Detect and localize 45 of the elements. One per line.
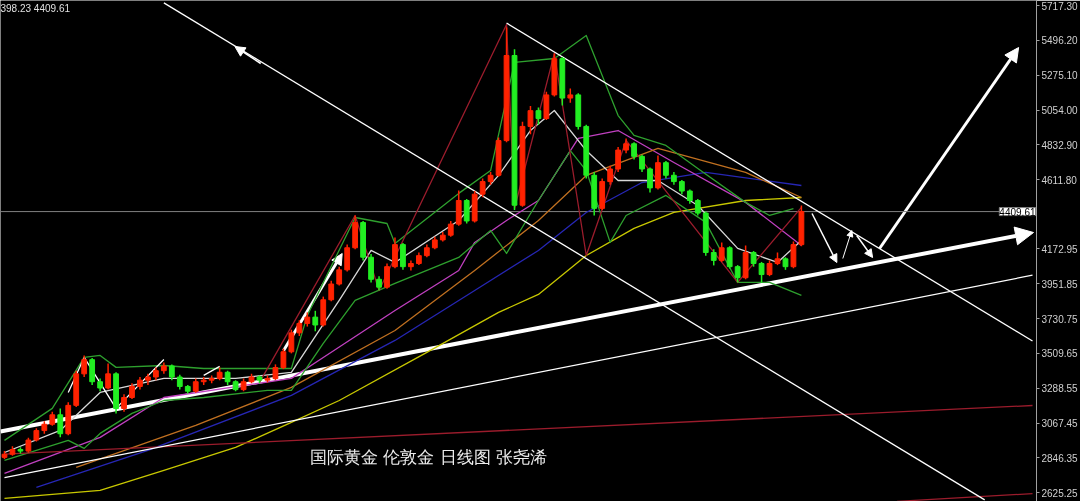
candlestick <box>790 240 797 270</box>
candlestick <box>384 262 390 290</box>
line-series <box>3 34 795 441</box>
y-tick-label: 5275.10 <box>1041 70 1079 82</box>
y-tick-label: 4832.90 <box>1041 139 1079 151</box>
candlestick <box>336 265 343 287</box>
y-tick-label: 5496.20 <box>1041 35 1079 47</box>
candlestick <box>57 407 64 439</box>
candlestick <box>758 261 765 284</box>
candlestick <box>607 165 614 186</box>
candlestick <box>718 241 725 263</box>
y-tick-label: 2846.35 <box>1041 452 1079 464</box>
y-tick-label: 3288.55 <box>1041 383 1079 395</box>
y-tick-label: 3067.45 <box>1041 418 1079 430</box>
y-tick-label: 5717.30 <box>1041 0 1079 12</box>
candlestick <box>543 91 550 121</box>
candlestick <box>288 328 295 355</box>
annotation: 398.23 4409.61 <box>0 2 71 14</box>
candlestick <box>368 253 374 284</box>
ref-line-label: 4409.61 <box>999 206 1036 218</box>
candlestick <box>527 105 534 136</box>
candlestick <box>312 310 319 333</box>
candlestick <box>89 357 96 386</box>
candlestick <box>479 177 486 199</box>
y-tick-label: 4172.95 <box>1041 243 1079 255</box>
y-tick-label: 5054.00 <box>1041 105 1079 117</box>
candlestick <box>105 362 111 391</box>
candlestick <box>647 166 653 194</box>
y-tick-label: 4611.80 <box>1041 174 1078 186</box>
candlestick <box>280 347 287 370</box>
y-tick-label: 3509.65 <box>1041 348 1079 360</box>
candlestick <box>726 245 733 270</box>
candlestick <box>408 259 414 272</box>
y-tick-label: 2625.25 <box>1041 487 1079 499</box>
candlestick <box>400 242 406 271</box>
candlestick <box>463 198 470 225</box>
candlestick <box>455 189 462 227</box>
candlestick <box>344 243 351 273</box>
text: 国际黄金 伦敦金 日线图 张尧浠 <box>310 446 548 467</box>
candlestick <box>392 236 398 270</box>
y-tick-label: 3951.85 <box>1041 278 1079 290</box>
candlestick <box>615 146 622 173</box>
candlestick <box>81 354 88 378</box>
candlestick <box>328 280 335 303</box>
y-tick-label: 3730.75 <box>1041 313 1079 325</box>
